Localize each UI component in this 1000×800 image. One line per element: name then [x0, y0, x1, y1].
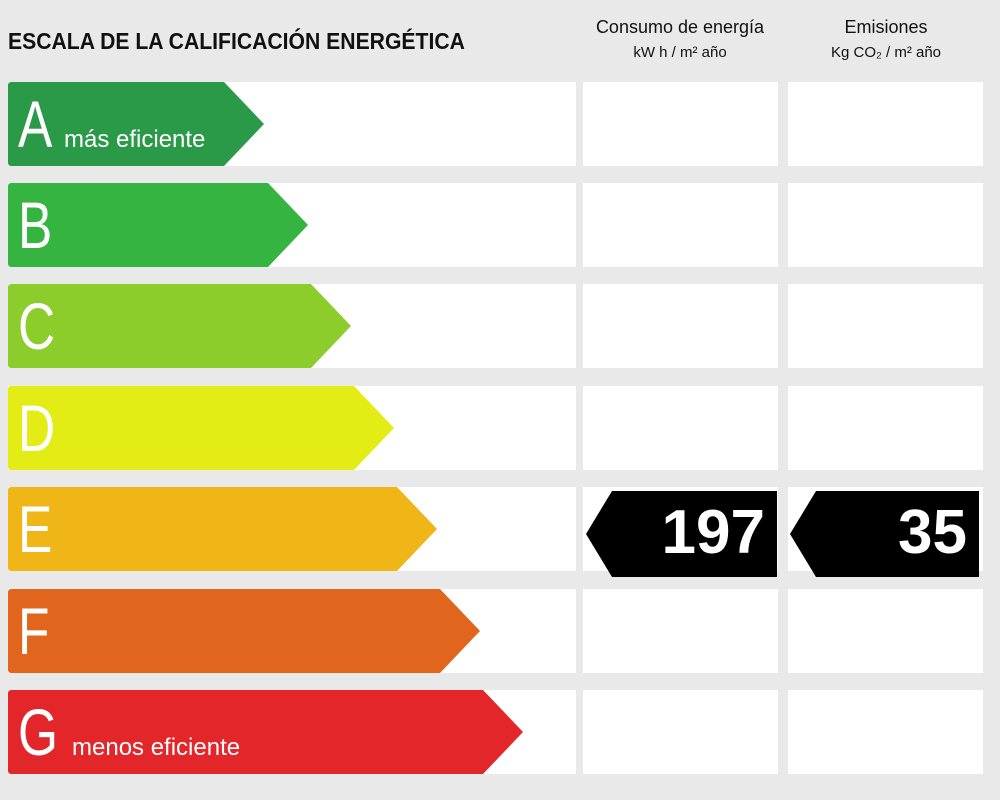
- emissions-column-header: Emisiones Kg CO₂ / m² año: [788, 16, 984, 64]
- scale-title: ESCALA DE LA CALIFICACIÓN ENERGÉTICA: [8, 28, 465, 54]
- rating-letter-e: E: [18, 492, 53, 566]
- emissions-value: 35: [898, 498, 967, 567]
- energy-column-unit: kW h / m² año: [633, 44, 727, 61]
- emissions-column-title: Emisiones: [844, 17, 928, 37]
- emissions-value-badge: 35: [790, 491, 979, 577]
- energy-cell-g: [583, 690, 778, 774]
- rating-row-g: G menos eficiente: [0, 690, 1000, 776]
- emissions-cell-a: [788, 82, 983, 166]
- rating-row-d: D: [0, 386, 1000, 472]
- rating-letter-d: D: [18, 391, 56, 465]
- emissions-cell-b: [788, 183, 983, 267]
- rating-letter-c: C: [18, 289, 56, 363]
- emissions-cell-d: [788, 386, 983, 470]
- rating-arrow-f: [8, 589, 480, 673]
- emissions-column-unit: Kg CO₂ / m² año: [830, 44, 942, 61]
- rating-letter-f: F: [18, 594, 50, 668]
- energy-cell-c: [583, 284, 778, 368]
- rating-row-c: C: [0, 284, 1000, 370]
- energy-column-title: Consumo de energía: [595, 17, 765, 37]
- rating-row-a: A más eficiente: [0, 82, 1000, 168]
- rating-row-f: F: [0, 589, 1000, 675]
- energy-cell-a: [583, 82, 778, 166]
- rating-row-e: E 197 35: [0, 487, 1000, 577]
- rating-arrow-e: [8, 487, 437, 571]
- energy-cell-f: [583, 589, 778, 673]
- rating-arrow-a: [8, 82, 264, 166]
- emissions-cell-c: [788, 284, 983, 368]
- rating-note-g: menos eficiente: [72, 734, 241, 761]
- rating-letter-g: G: [18, 695, 59, 769]
- energy-column-header: Consumo de energía kW h / m² año: [582, 16, 778, 64]
- rating-arrow-d: [8, 386, 394, 470]
- rating-arrow-b: [8, 183, 308, 267]
- rating-row-b: B: [0, 183, 1000, 269]
- emissions-cell-g: [788, 690, 983, 774]
- energy-value: 197: [661, 498, 765, 567]
- rating-arrow-g: [8, 690, 523, 774]
- energy-value-badge: 197: [586, 491, 777, 577]
- energy-cell-d: [583, 386, 778, 470]
- energy-cell-b: [583, 183, 778, 267]
- rating-note-a: más eficiente: [64, 126, 206, 153]
- rating-letter-b: B: [18, 188, 53, 262]
- rating-letter-a: A: [18, 87, 53, 161]
- emissions-cell-f: [788, 589, 983, 673]
- rating-arrow-c: [8, 284, 351, 368]
